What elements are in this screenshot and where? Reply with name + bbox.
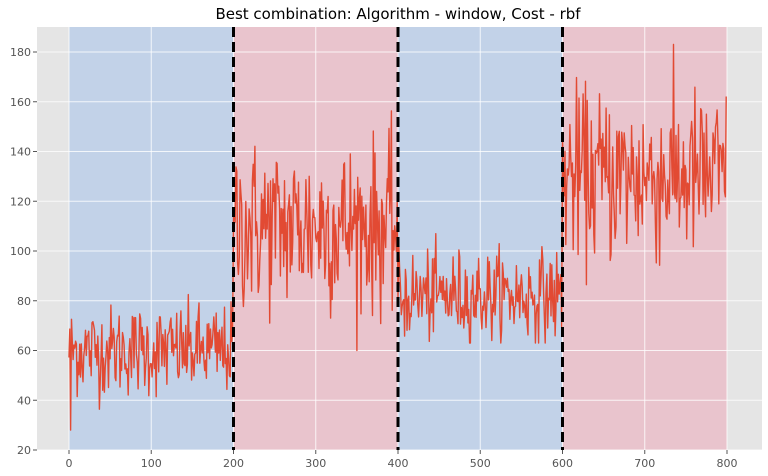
x-tick-label: 300 [305,457,326,470]
y-tick-label: 120 [10,195,31,208]
x-tick-label: 700 [634,457,655,470]
y-tick-label: 140 [10,146,31,159]
series-line [68,43,727,431]
y-tick-label: 60 [17,345,31,358]
chart-title: Best combination: Algorithm - window, Co… [215,5,581,23]
x-tick-label: 200 [223,457,244,470]
x-tick-label: 800 [717,457,738,470]
y-tick-label: 160 [10,96,31,109]
y-tick-label: 40 [17,394,31,407]
y-tick-label: 80 [17,295,31,308]
x-axis-ticks: 0 100 200 300 400 500 600 700 800 [66,450,738,470]
x-tick-label: 100 [141,457,162,470]
y-tick-label: 180 [10,46,31,59]
x-tick-label: 400 [388,457,409,470]
x-tick-label: 600 [552,457,573,470]
y-axis-ticks: 20 40 60 80 100 120 140 160 180 [10,46,37,457]
x-tick-label: 0 [66,457,73,470]
y-tick-label: 20 [17,444,31,457]
change-point-lines [232,27,564,450]
x-tick-label: 500 [470,457,491,470]
y-tick-label: 100 [10,245,31,258]
data-series-line [68,43,727,431]
